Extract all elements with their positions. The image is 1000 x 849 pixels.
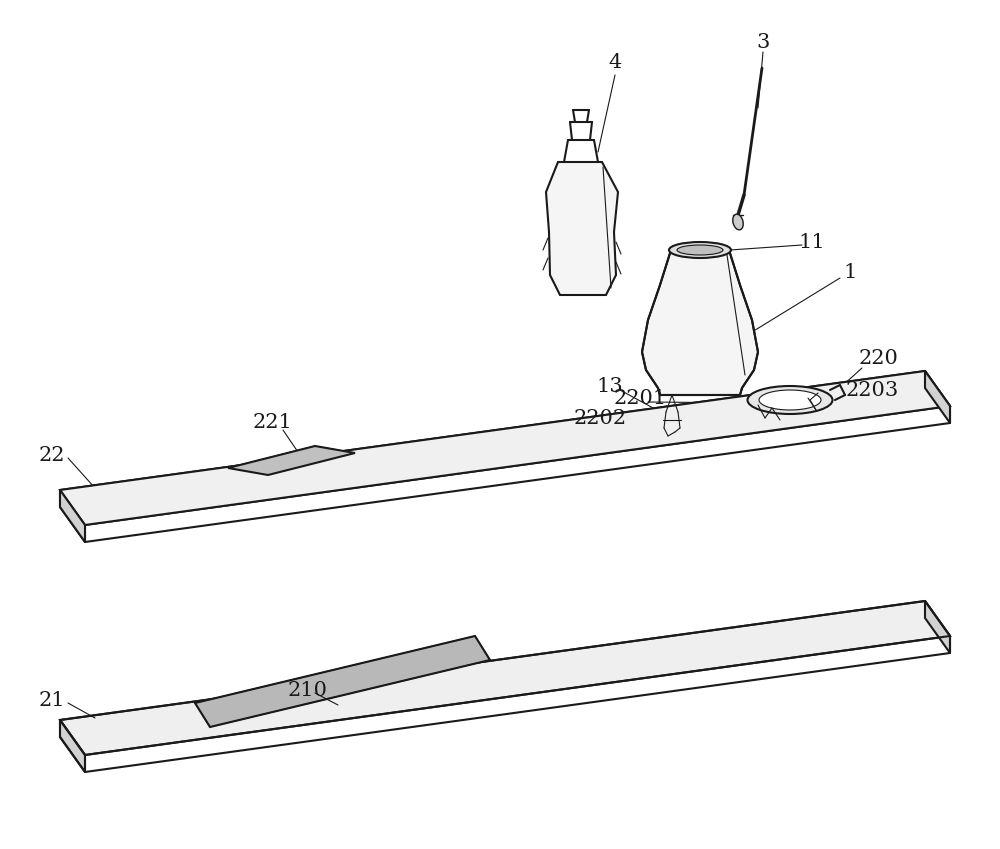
Text: 21: 21 [39,690,65,710]
Text: 2202: 2202 [573,408,627,428]
Polygon shape [228,446,355,475]
Text: 4: 4 [608,53,622,71]
Polygon shape [60,601,950,755]
Text: 11: 11 [799,233,825,251]
Text: 2203: 2203 [845,380,899,400]
Polygon shape [642,250,758,395]
Text: 22: 22 [39,446,65,464]
Text: 210: 210 [288,681,328,700]
Ellipse shape [733,214,743,230]
Ellipse shape [759,390,821,410]
Text: 13: 13 [597,376,623,396]
Polygon shape [925,371,950,423]
Text: 220: 220 [858,348,898,368]
Text: 1: 1 [843,262,857,282]
Polygon shape [195,636,490,727]
Polygon shape [60,371,950,525]
Polygon shape [60,720,85,772]
Text: 221: 221 [252,413,292,431]
Text: 3: 3 [756,32,770,52]
Polygon shape [60,490,85,542]
Ellipse shape [677,245,723,255]
Ellipse shape [748,386,832,414]
Polygon shape [546,162,618,295]
Polygon shape [925,601,950,653]
Ellipse shape [669,242,731,258]
Text: 2201: 2201 [613,389,667,408]
